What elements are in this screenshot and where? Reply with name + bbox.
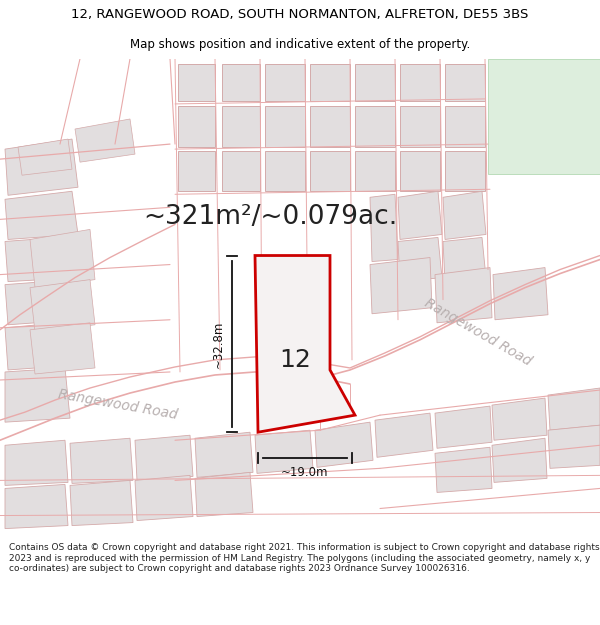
Polygon shape — [548, 425, 600, 468]
Polygon shape — [355, 106, 395, 147]
Text: 12, RANGEWOOD ROAD, SOUTH NORMANTON, ALFRETON, DE55 3BS: 12, RANGEWOOD ROAD, SOUTH NORMANTON, ALF… — [71, 8, 529, 21]
Polygon shape — [265, 106, 305, 147]
Polygon shape — [445, 106, 485, 147]
Polygon shape — [310, 64, 350, 101]
Polygon shape — [75, 119, 135, 162]
Polygon shape — [488, 59, 600, 174]
Polygon shape — [5, 440, 68, 486]
Polygon shape — [5, 368, 70, 422]
Polygon shape — [435, 448, 492, 493]
Polygon shape — [310, 151, 350, 191]
Polygon shape — [195, 432, 253, 478]
Polygon shape — [435, 406, 492, 448]
Polygon shape — [492, 398, 547, 440]
Polygon shape — [70, 438, 133, 483]
Polygon shape — [255, 256, 355, 432]
Polygon shape — [135, 435, 193, 481]
Polygon shape — [355, 64, 395, 101]
Polygon shape — [443, 191, 486, 239]
Polygon shape — [265, 151, 305, 191]
Polygon shape — [400, 106, 440, 147]
Polygon shape — [178, 106, 215, 147]
Polygon shape — [492, 438, 547, 483]
Polygon shape — [370, 194, 398, 261]
Polygon shape — [5, 279, 78, 325]
Polygon shape — [222, 106, 260, 147]
Polygon shape — [70, 481, 133, 526]
Polygon shape — [5, 236, 78, 282]
Polygon shape — [222, 151, 260, 191]
Polygon shape — [445, 151, 485, 191]
Polygon shape — [265, 64, 305, 101]
Polygon shape — [5, 139, 78, 195]
Text: 12: 12 — [279, 348, 311, 372]
Text: Rangewood Road: Rangewood Road — [422, 296, 534, 368]
Polygon shape — [355, 151, 395, 191]
Polygon shape — [18, 139, 72, 175]
Polygon shape — [135, 476, 193, 521]
Text: ~321m²/~0.079ac.: ~321m²/~0.079ac. — [143, 204, 397, 231]
Polygon shape — [375, 413, 433, 458]
Polygon shape — [195, 472, 253, 516]
Polygon shape — [5, 191, 78, 239]
Polygon shape — [30, 322, 95, 374]
Polygon shape — [548, 388, 600, 430]
Polygon shape — [30, 279, 95, 332]
Polygon shape — [30, 229, 95, 288]
Polygon shape — [443, 238, 486, 282]
Polygon shape — [178, 151, 215, 191]
Polygon shape — [310, 106, 350, 147]
Polygon shape — [493, 268, 548, 320]
Text: Map shows position and indicative extent of the property.: Map shows position and indicative extent… — [130, 38, 470, 51]
Text: ~19.0m: ~19.0m — [281, 466, 329, 479]
Polygon shape — [5, 322, 78, 370]
Polygon shape — [5, 484, 68, 529]
Text: ~32.8m: ~32.8m — [212, 320, 224, 368]
Polygon shape — [222, 64, 260, 101]
Polygon shape — [435, 268, 492, 322]
Polygon shape — [370, 258, 432, 314]
Text: Rangewood Road: Rangewood Road — [57, 388, 179, 422]
Polygon shape — [400, 64, 440, 101]
Polygon shape — [445, 64, 485, 101]
Polygon shape — [398, 191, 442, 239]
Polygon shape — [255, 430, 313, 473]
Polygon shape — [398, 238, 442, 282]
Polygon shape — [400, 151, 440, 191]
Polygon shape — [178, 64, 215, 101]
Polygon shape — [315, 422, 373, 468]
Text: Contains OS data © Crown copyright and database right 2021. This information is : Contains OS data © Crown copyright and d… — [9, 543, 599, 573]
